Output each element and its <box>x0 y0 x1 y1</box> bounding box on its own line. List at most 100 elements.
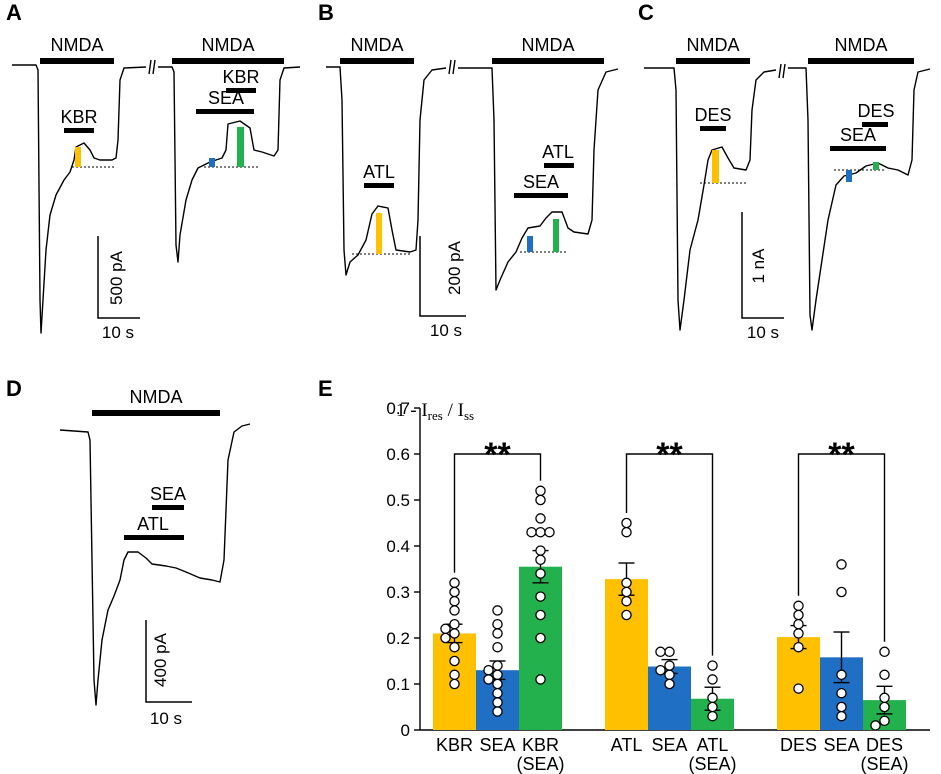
drug-label: DES <box>857 101 894 121</box>
data-point <box>535 526 546 538</box>
y-tick-label: 0 <box>401 721 410 740</box>
data-point <box>621 517 632 529</box>
atl-bar <box>544 163 574 168</box>
data-point <box>836 687 847 699</box>
drug-label: SEA <box>840 125 876 145</box>
panel-letter-b: B <box>318 0 334 25</box>
effect-bar-blue <box>527 236 533 252</box>
drug-label: NMDA <box>351 35 404 55</box>
data-point <box>655 646 666 658</box>
panel-e: E 1 - Ires / Iss 00.10.20.30.40.50.60.7 … <box>318 376 930 774</box>
scale-bar <box>145 620 192 703</box>
y-tick-label: 0.6 <box>386 445 410 464</box>
data-point <box>449 618 460 630</box>
y-tick-label: 0.7 <box>386 399 410 418</box>
des-bar <box>700 126 726 131</box>
x-tick-label: KBR <box>436 735 473 755</box>
data-point <box>535 545 546 556</box>
panel-letter-c: C <box>638 0 654 25</box>
nmda-bar <box>172 58 284 64</box>
drug-label: NMDA <box>522 35 575 55</box>
data-point <box>492 706 503 717</box>
data-point <box>836 586 847 598</box>
data-point <box>621 577 632 589</box>
y-tick-label: 0.3 <box>386 583 410 602</box>
data-point <box>664 646 675 658</box>
scale-bar <box>741 212 784 319</box>
data-point <box>544 526 555 538</box>
x-tick-label: ATL <box>611 735 643 755</box>
data-point <box>793 628 804 639</box>
data-point <box>492 605 503 616</box>
effect-bar-green <box>237 127 244 167</box>
y-axis-title-sub: res <box>428 408 443 423</box>
panel-a: A NMDA NMDA KBR SEA KBR 500 pA 10 s <box>6 0 301 342</box>
nmda-bar <box>92 410 220 416</box>
data-point <box>449 669 460 681</box>
scale-y-label: 500 pA <box>107 250 126 305</box>
scale-x-label: 10 s <box>102 323 134 342</box>
sea-bar <box>152 505 184 510</box>
data-point <box>793 618 804 630</box>
y-tick-label: 0.4 <box>386 537 410 556</box>
data-point <box>879 692 890 704</box>
data-point <box>879 701 890 713</box>
data-point <box>664 669 675 681</box>
effect-bar-green <box>553 219 559 252</box>
significance-bracket <box>625 453 714 656</box>
x-tick-label: (SEA) <box>688 754 736 774</box>
x-tick-label: ATL <box>697 735 729 755</box>
drug-label: ATL <box>363 162 395 182</box>
sea-bar <box>830 146 886 151</box>
panel-letter-d: D <box>6 376 22 401</box>
data-point <box>492 660 503 671</box>
effect-bar-yellow <box>75 147 81 167</box>
significance-marker: ** <box>828 436 855 474</box>
sea-bar <box>196 109 254 114</box>
nmda-bar <box>676 58 750 64</box>
data-point <box>836 559 847 570</box>
scale-y-label: 200 pA <box>445 240 464 295</box>
data-point <box>535 513 546 524</box>
data-point <box>535 632 546 644</box>
sea-bar <box>514 193 568 198</box>
data-point <box>793 609 804 621</box>
data-point <box>621 526 632 538</box>
data-point <box>492 618 503 630</box>
scale-bar <box>97 236 140 319</box>
data-point <box>535 674 546 685</box>
drug-label: NMDA <box>130 387 183 407</box>
data-point <box>449 595 460 607</box>
x-tick-label: DES <box>866 735 903 755</box>
data-point <box>879 669 890 681</box>
significance-bracket <box>797 453 886 642</box>
data-point <box>793 683 804 694</box>
drug-label: DES <box>694 105 731 125</box>
y-axis-title-part: / I <box>443 400 464 421</box>
current-trace <box>148 59 156 75</box>
data-point <box>449 605 460 616</box>
scale-x-label: 10 s <box>747 323 779 342</box>
data-point <box>483 664 494 676</box>
current-trace <box>326 66 447 276</box>
scale-x-label: 10 s <box>150 709 182 728</box>
des-bar <box>862 122 888 127</box>
data-point <box>707 692 718 704</box>
effect-bar-yellow <box>712 150 719 183</box>
data-point <box>655 664 666 676</box>
panel-letter-e: E <box>318 376 333 401</box>
kbr-bar <box>226 88 256 93</box>
significance-marker: ** <box>484 436 511 474</box>
data-point <box>535 494 546 506</box>
drug-label: NMDA <box>835 35 888 55</box>
current-trace <box>158 66 301 263</box>
scale-bar <box>419 236 466 317</box>
data-point <box>707 701 718 713</box>
data-point <box>449 628 460 639</box>
data-point <box>535 591 546 602</box>
nmda-bar <box>40 58 114 64</box>
panel-d: D NMDA SEA ATL 400 pA 10 s <box>6 376 251 728</box>
drug-label: SEA <box>523 172 559 192</box>
effect-bar-green <box>873 162 879 170</box>
